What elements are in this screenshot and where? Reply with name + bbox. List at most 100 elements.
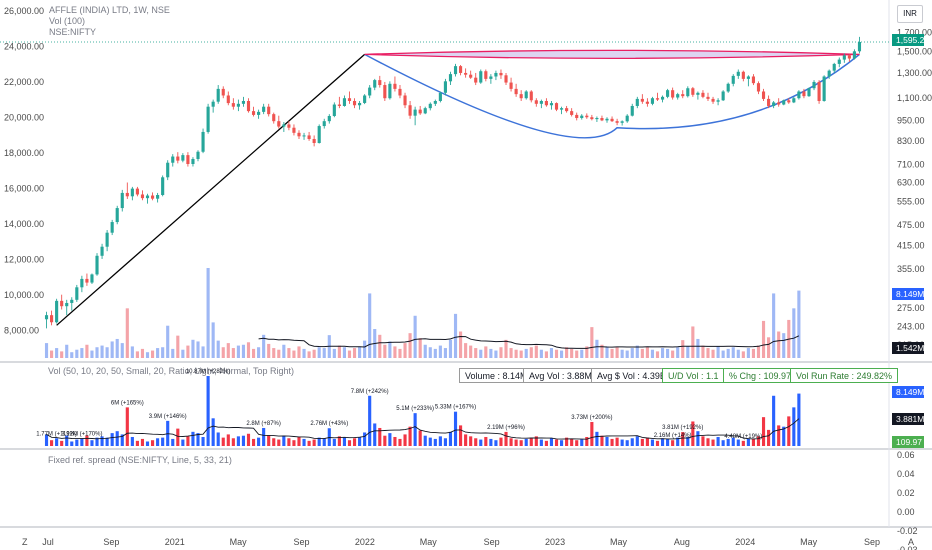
- candle-body: [650, 98, 655, 104]
- volume-overlay-bar: [660, 348, 665, 358]
- volume-bar: [438, 436, 442, 446]
- candle-body: [736, 71, 740, 76]
- candle-body: [464, 72, 468, 75]
- candle-body: [782, 100, 786, 105]
- volume-overlay-bar: [761, 320, 766, 358]
- nifty-tick-label: 16,000.00: [4, 184, 44, 194]
- candle-body: [797, 91, 801, 99]
- nifty-tick-label: 10,000.00: [4, 290, 44, 300]
- candle-body: [110, 222, 114, 233]
- volume-bar: [337, 436, 341, 446]
- volume-bar: [797, 393, 801, 446]
- time-tick-label: Sep: [103, 537, 119, 547]
- volume-annotation: 3.12M (+170%): [61, 431, 102, 437]
- price-tick-label: 1,300.00: [897, 68, 932, 78]
- zoom-icon[interactable]: Z: [22, 537, 28, 547]
- volume-bar: [196, 433, 200, 446]
- volume-bar: [610, 438, 614, 446]
- volume-bar: [650, 439, 655, 446]
- volume-overlay-bar: [272, 348, 276, 358]
- spread-indicator-label[interactable]: Fixed ref. spread (NSE:NIFTY, Line, 5, 3…: [48, 455, 232, 465]
- candle-body: [509, 82, 513, 89]
- volume-bar: [565, 437, 569, 446]
- candle-body: [378, 80, 382, 86]
- volume-bar: [620, 439, 624, 446]
- volume-overlay-bar: [358, 346, 362, 358]
- auto-scale-icon[interactable]: A: [908, 537, 914, 547]
- candle-body: [312, 138, 316, 144]
- candle-body: [489, 76, 493, 79]
- vol-overlay-label[interactable]: Vol (100): [49, 16, 85, 26]
- candle-body: [251, 111, 256, 115]
- volume-overlay-bar: [186, 345, 190, 358]
- volume-bar: [499, 437, 503, 446]
- volume-overlay-bar: [267, 343, 271, 358]
- volume-overlay-bar: [509, 348, 513, 358]
- candle-body: [438, 92, 442, 101]
- volume-overlay-bar: [474, 348, 478, 358]
- nifty-tick-label: 14,000.00: [4, 219, 44, 229]
- candle-body: [570, 111, 574, 115]
- volume-overlay-bar: [772, 293, 776, 358]
- nifty-tick-label: 18,000.00: [4, 148, 44, 158]
- volume-pane-bars: [44, 376, 801, 446]
- candle-body: [554, 103, 559, 110]
- volume-bar: [226, 434, 230, 446]
- candle-body: [140, 194, 145, 199]
- candle-body: [216, 88, 220, 102]
- volume-overlay-bar: [706, 348, 710, 358]
- spread-tick-label: -0.02: [897, 526, 918, 536]
- volume-bar: [150, 440, 155, 446]
- volume-overlay-bar: [620, 349, 624, 358]
- volume-indicator-label[interactable]: Vol (50, 10, 20, 50, Small, 20, Ratio, L…: [48, 366, 294, 376]
- candle-body: [347, 98, 352, 101]
- candle-body: [660, 96, 665, 100]
- volume-bar: [363, 432, 367, 446]
- volume-bar: [489, 438, 493, 446]
- trend-line[interactable]: [56, 53, 366, 326]
- candle-body: [605, 118, 609, 121]
- volume-bar: [110, 433, 114, 446]
- price-axis[interactable]: 1,700.00 1,500.00 1,300.00 1,100.00 950.00 83…: [897, 27, 932, 350]
- volume-overlay-bar: [797, 290, 801, 358]
- candle-body: [524, 91, 528, 99]
- candle-body: [852, 51, 856, 59]
- rim-band[interactable]: [364, 49, 860, 60]
- candle-body: [125, 192, 129, 197]
- volume-overlay-bar: [236, 345, 240, 358]
- candle-body: [666, 90, 670, 97]
- compare-symbol-label[interactable]: NSE:NIFTY: [49, 27, 96, 37]
- nifty-tick-label: 26,000.00: [4, 6, 44, 16]
- volume-overlay-bar: [433, 348, 437, 358]
- volume-overlay-bar: [519, 350, 523, 358]
- volume-overlay-bar: [80, 348, 84, 358]
- candle-body: [75, 287, 79, 300]
- volume-bar: [671, 440, 675, 446]
- chart-drawings[interactable]: [0, 41, 889, 326]
- volume-overlay-bar: [251, 348, 256, 358]
- cup-curve[interactable]: [364, 53, 860, 139]
- currency-button[interactable]: INR: [897, 5, 923, 23]
- candle-body: [802, 91, 806, 97]
- volume-bar: [206, 376, 210, 446]
- volume-overlay-bar: [191, 339, 195, 358]
- time-axis[interactable]: Jul Sep 2021 May Sep 2022 May Sep 2023 May Aug 2024…: [42, 537, 880, 547]
- volume-bar: [676, 437, 680, 446]
- candle-body: [691, 88, 695, 95]
- candle-body: [322, 121, 326, 127]
- volume-annotation: 4.48M (+19%): [724, 434, 762, 440]
- candle-body: [403, 95, 407, 106]
- candle-body: [257, 111, 261, 115]
- volume-bar: [251, 438, 256, 446]
- volume-bar: [696, 431, 700, 446]
- spread-tick-label: 0.00: [897, 507, 915, 517]
- candle-body: [671, 90, 675, 98]
- volume-bar: [100, 436, 104, 446]
- volume-overlay-bar: [650, 349, 655, 358]
- volume-bar: [479, 439, 483, 446]
- candle-body: [721, 91, 725, 101]
- volume-overlay-bar: [342, 347, 347, 358]
- volume-overlay-bar: [60, 351, 64, 358]
- volume-bar: [403, 434, 407, 446]
